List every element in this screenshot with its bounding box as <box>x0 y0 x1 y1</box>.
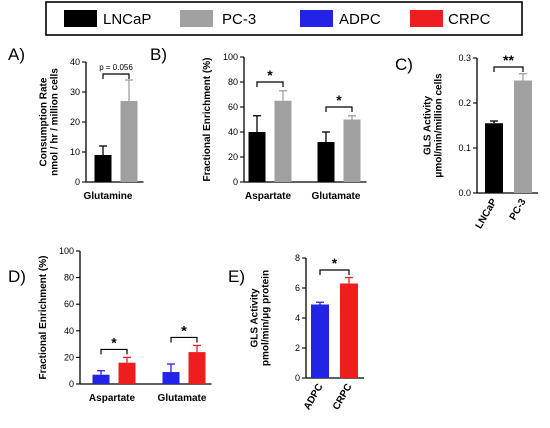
y-axis-label: Fractional Enrichment (%) <box>202 58 213 182</box>
bar-pc-3 <box>343 119 361 182</box>
legend-swatch-pc-3 <box>180 10 213 27</box>
panel-label: E) <box>228 267 245 286</box>
panel-label: B) <box>150 45 167 64</box>
y-tick-label: 40 <box>64 326 74 336</box>
panel-label: C) <box>395 55 413 74</box>
bar-lncap <box>94 155 112 182</box>
x-tick-label: Glutamine <box>84 191 133 202</box>
y-axis-label: pmol/min/μg protein <box>261 270 272 366</box>
y-axis-label: GLS Activity <box>423 96 434 156</box>
bar-adpc <box>311 304 329 378</box>
legend-label-adpc: ADPC <box>339 11 381 28</box>
y-tick-label: 20 <box>64 352 74 362</box>
legend-label-pc-3: PC-3 <box>222 11 256 28</box>
legend-swatch-adpc <box>300 10 333 27</box>
y-tick-label: 100 <box>223 52 238 62</box>
legend-box <box>45 1 523 36</box>
bar-crpc <box>118 362 136 384</box>
bar-pc-3 <box>120 101 138 182</box>
x-tick-label: Aspartate <box>245 191 292 202</box>
y-tick-label: 2 <box>295 343 300 353</box>
legend: LNCaP PC-3 ADPC CRPC <box>45 1 523 36</box>
y-tick-label: 80 <box>228 77 238 87</box>
y-tick-label: 0 <box>295 373 300 383</box>
bar-pc-3 <box>274 100 292 182</box>
significance-bracket <box>256 81 284 87</box>
y-axis-label: GLS Activity <box>250 288 261 348</box>
y-tick-label: 20 <box>228 152 238 162</box>
significance-bracket <box>170 336 198 343</box>
panel-a: A) 0 10 20 30 40 Consumption Rate nmol / hr / m… <box>8 45 144 202</box>
legend-swatch-lncap <box>64 10 97 27</box>
significance-label: * <box>181 322 187 338</box>
y-tick-label: 80 <box>64 273 74 283</box>
panel-b: B) 0 20 40 60 80 100 Fractional Enrichment (%) A… <box>150 45 367 202</box>
bar-crpc <box>340 283 358 378</box>
bar-adpc <box>162 372 180 384</box>
y-tick-label: 100 <box>59 246 74 256</box>
significance-bracket <box>319 269 350 275</box>
significance-label: * <box>336 92 342 108</box>
bar-lncap <box>248 132 266 182</box>
y-tick-label: 8 <box>295 253 300 263</box>
panel-d: D) 0 20 40 60 80 100 Fractional Enrichment (%) A… <box>8 246 212 404</box>
y-tick-label: 40 <box>228 127 238 137</box>
y-axis-label: nmol / hr / million cells <box>50 68 61 176</box>
x-tick-label: Glutamate <box>158 393 207 404</box>
bar-crpc <box>188 352 206 384</box>
x-tick-label: Aspartate <box>89 393 136 404</box>
x-tick-label: Glutamate <box>312 191 361 202</box>
y-tick-label: 4 <box>295 313 300 323</box>
panel-c: C) 0.0 0.1 0.2 0.3 GLS Activity μmol/min/milli… <box>395 52 538 231</box>
x-tick-label: CRPC <box>331 382 355 412</box>
y-tick-label: 0 <box>233 177 238 187</box>
y-tick-label: 60 <box>64 299 74 309</box>
bar-lncap <box>485 123 503 193</box>
bar-adpc <box>92 374 110 384</box>
significance-label: ** <box>503 52 514 68</box>
bar-pc-3 <box>514 80 532 193</box>
significance-label: * <box>332 255 338 271</box>
y-tick-label: 0 <box>75 177 80 187</box>
y-tick-label: 0.1 <box>458 143 471 153</box>
y-tick-label: 10 <box>70 147 80 157</box>
significance-bracket <box>100 348 128 355</box>
significance-label: p = 0.056 <box>99 63 133 72</box>
panel-label: D) <box>8 267 26 286</box>
y-axis-label: Fractional Enrichment (%) <box>38 256 49 380</box>
y-axis-label: μmol/min/million cells <box>434 73 445 178</box>
legend-label-lncap: LNCaP <box>103 11 151 28</box>
significance-bracket <box>325 106 353 112</box>
significance-bracket <box>493 66 524 72</box>
y-tick-label: 60 <box>228 102 238 112</box>
y-tick-label: 0.3 <box>458 53 471 63</box>
y-tick-label: 0.2 <box>458 98 471 108</box>
significance-label: * <box>111 334 117 350</box>
significance-bracket <box>102 73 130 79</box>
x-tick-label: LNCaP <box>474 197 500 231</box>
legend-label-crpc: CRPC <box>448 11 491 28</box>
panel-e: E) 0 2 4 6 8 GLS Activity pmol/min/μg protein AD… <box>228 253 364 412</box>
y-tick-label: 0 <box>69 379 74 389</box>
y-tick-label: 20 <box>70 117 80 127</box>
x-tick-label: PC-3 <box>508 197 529 223</box>
bar-lncap <box>317 142 335 182</box>
y-tick-label: 30 <box>70 87 80 97</box>
significance-label: * <box>267 67 273 83</box>
x-tick-label: ADPC <box>302 382 326 412</box>
legend-swatch-crpc <box>410 10 443 27</box>
y-tick-label: 6 <box>295 283 300 293</box>
y-axis-label: Consumption Rate <box>39 77 50 166</box>
y-tick-label: 40 <box>70 57 80 67</box>
panel-label: A) <box>8 45 25 64</box>
y-tick-label: 0.0 <box>458 188 471 198</box>
